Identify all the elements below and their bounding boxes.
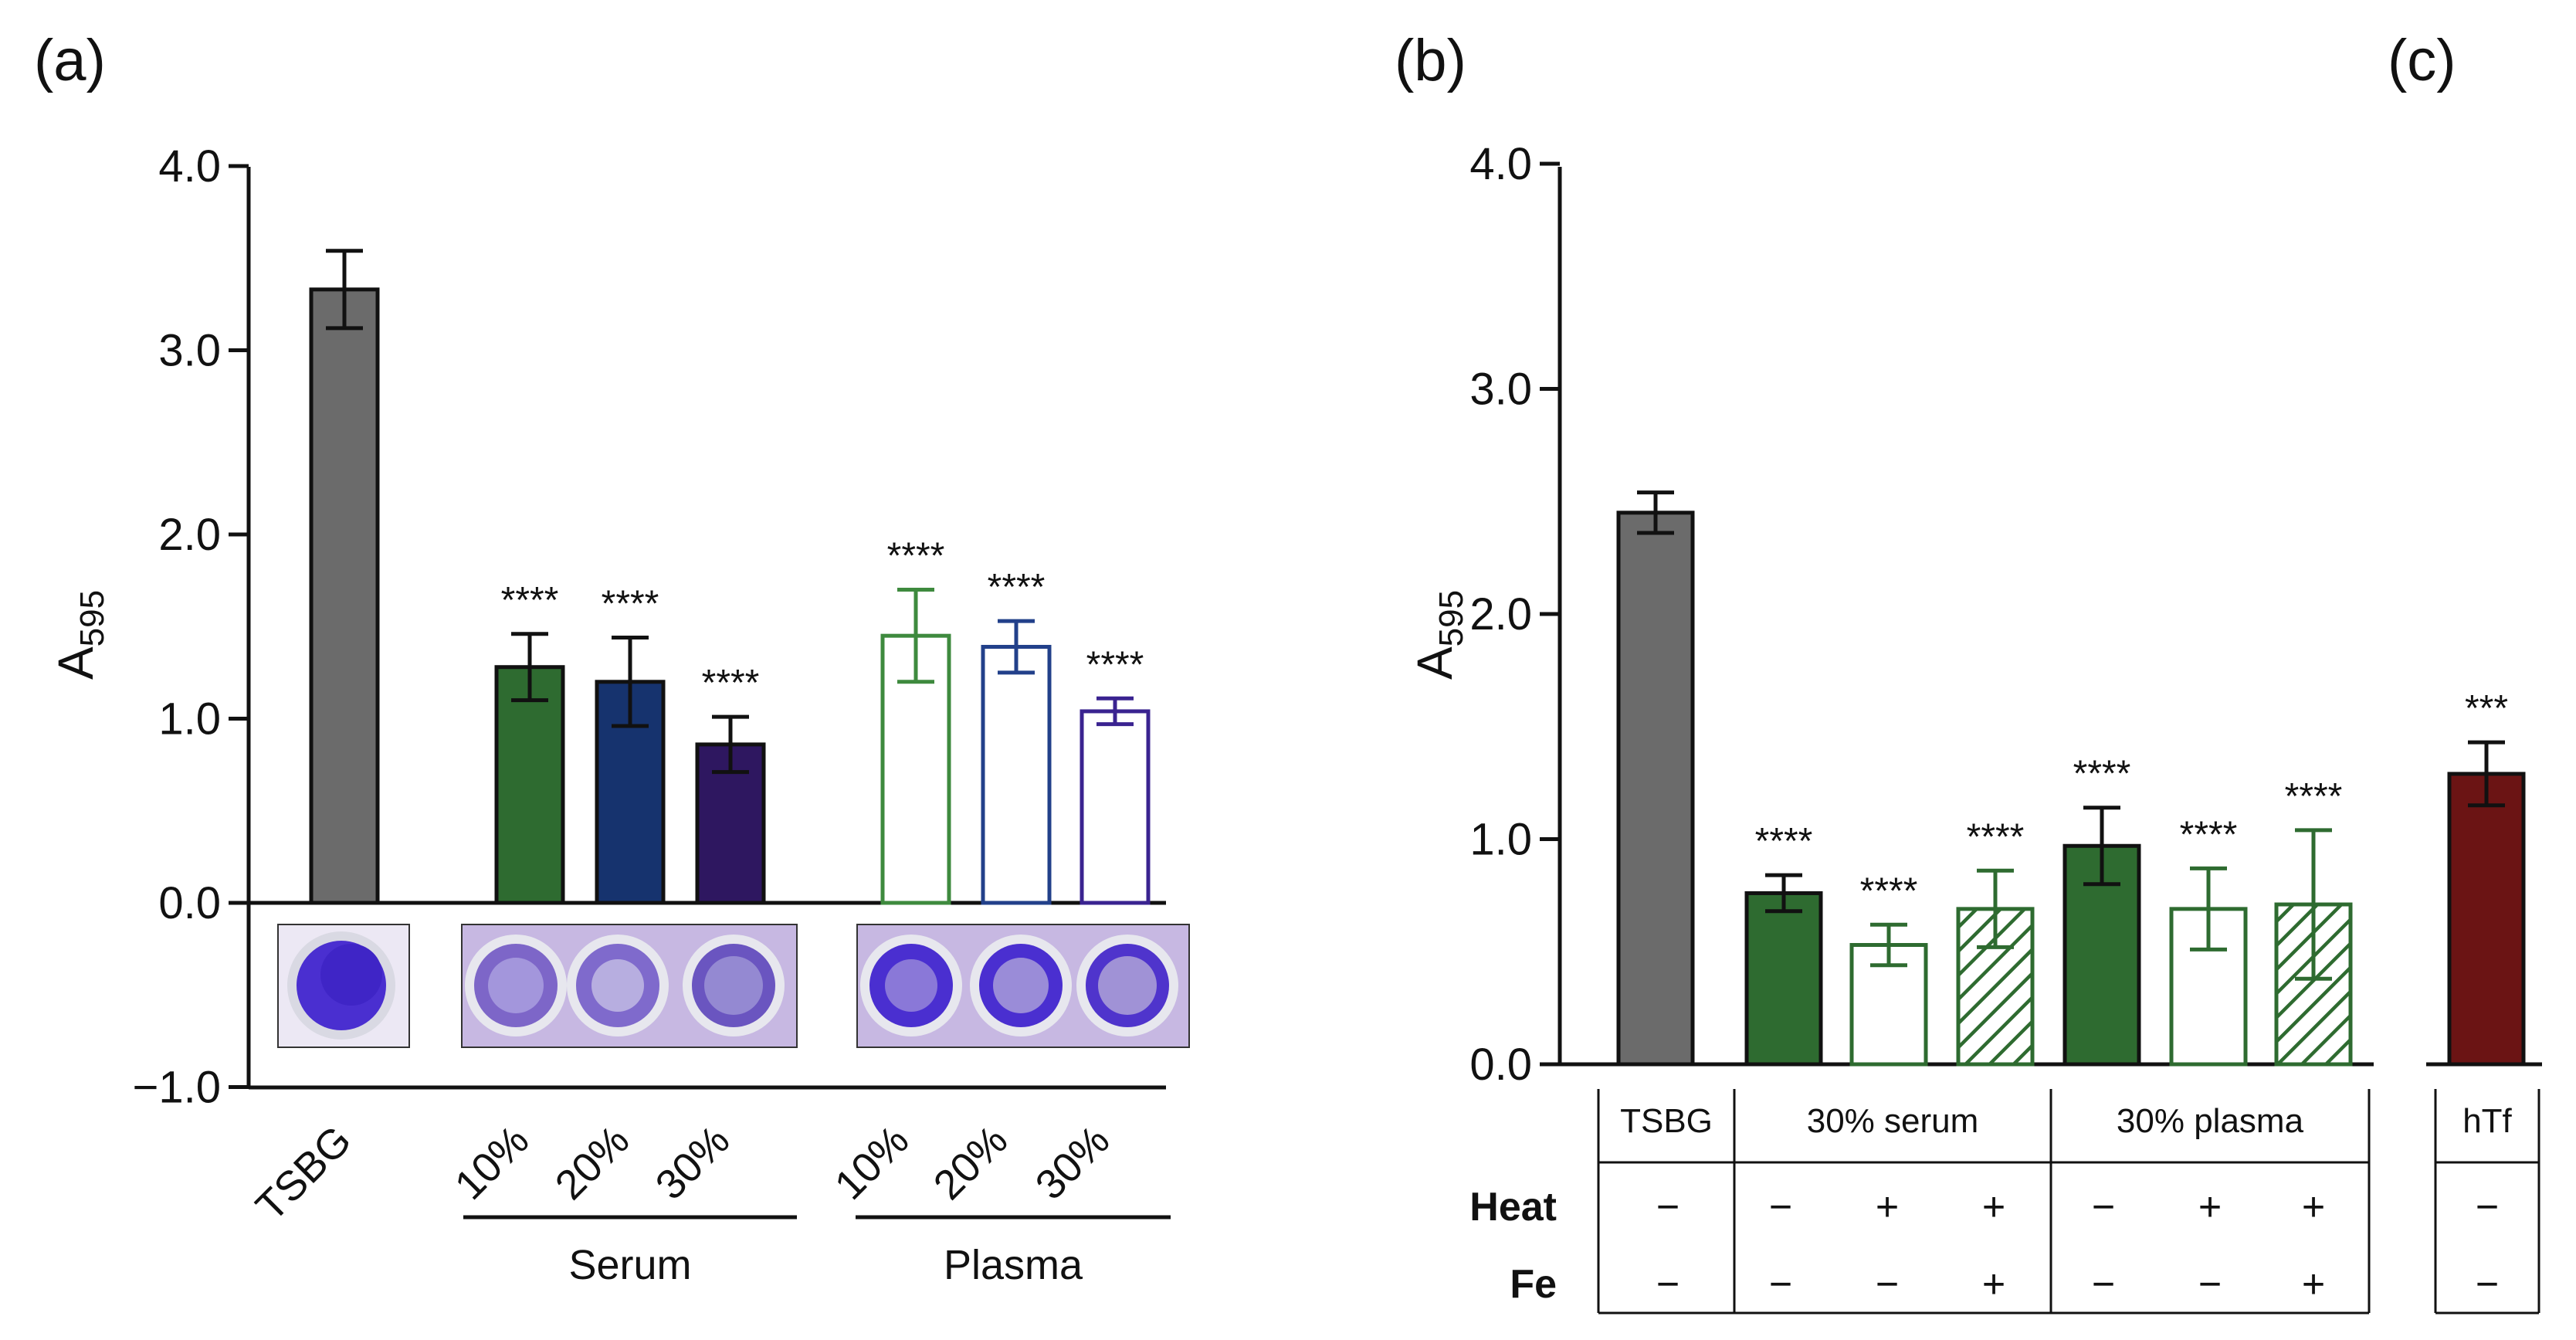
panel-a-error-bar-2 <box>612 636 649 728</box>
panel-b-significance-6: **** <box>2285 776 2343 817</box>
panel-b-error-bar-6 <box>2295 828 2332 981</box>
panel-a-error-bar-1 <box>511 632 548 703</box>
panel-a-bar-0 <box>309 287 380 905</box>
panel-a-significance-2: **** <box>602 584 659 625</box>
fe-mark-4: − <box>2092 1262 2115 1307</box>
tsbg-well-image <box>277 924 410 1048</box>
serum-group-label: Serum <box>568 1242 691 1288</box>
panel-b-error-bar-5 <box>2190 866 2227 952</box>
x-label-plasma-30: 30% <box>1027 1117 1119 1209</box>
heat-mark-1: − <box>1769 1185 1792 1230</box>
htf-table: hTf − − <box>2434 1089 2540 1315</box>
panel-b-bar-0 <box>1616 511 1695 1067</box>
row-label-fe: Fe <box>1510 1262 1557 1307</box>
panel-a-bar-6 <box>1080 709 1151 905</box>
fe-mark-2: − <box>1876 1262 1899 1307</box>
panel-b-significance-1: **** <box>1755 821 1813 862</box>
panel-b-error-bar-1 <box>1765 873 1802 914</box>
condition-table: TSBG 30% serum 30% plasma Heat Fe − − + + − +… <box>1469 1089 2371 1315</box>
panel-b-bar-1 <box>1744 891 1823 1067</box>
panel-b-significance-2: **** <box>1860 870 1918 911</box>
heat-mark-5: + <box>2198 1185 2222 1230</box>
panel-a-bar-1 <box>494 665 565 905</box>
x-label-plasma-10: 10% <box>826 1117 918 1209</box>
panel-b-tick-label-3: 1.0 <box>1469 815 1532 865</box>
panel-b-error-bar-3 <box>1977 868 2014 949</box>
panel-c-label: (c) <box>2388 28 2456 93</box>
heat-mark-6: + <box>2302 1185 2325 1230</box>
heat-mark-2: + <box>1876 1185 1899 1230</box>
plasma-wells-image <box>856 924 1190 1048</box>
panel-a-significance-6: **** <box>1086 644 1144 685</box>
panel-b-error-bar-0 <box>1637 490 1674 535</box>
panel-a-error-bar-3 <box>712 714 749 775</box>
fe-mark-3: + <box>1982 1262 2005 1307</box>
panel-a-tick-label-1: 3.0 <box>158 326 221 376</box>
panel-a-error-bar-5 <box>998 619 1035 675</box>
panel-a-bar-5 <box>981 644 1052 905</box>
x-label-plasma-20: 20% <box>925 1117 1017 1209</box>
heat-mark-0: − <box>1656 1185 1679 1230</box>
panel-a-y-title: A595 <box>48 590 111 680</box>
panel-a-chart: 4.0 3.0 2.0 1.0 0.0 −1.0 **** **** **** **** ****… <box>48 141 1190 1288</box>
panel-a-significance-5: **** <box>988 567 1046 608</box>
panel-a-significance-3: **** <box>702 663 760 704</box>
panel-a-tick-label-2: 2.0 <box>158 510 221 560</box>
panel-c-chart: *** hTf − − <box>2426 688 2542 1315</box>
panel-b-error-bar-2 <box>1870 922 1907 968</box>
panel-b-significance-3: **** <box>1967 816 2025 857</box>
x-label-serum-30: 30% <box>647 1117 739 1209</box>
serum-wells-image <box>461 924 798 1048</box>
fe-mark-1: − <box>1769 1262 1792 1307</box>
panel-b-tick-label-0: 4.0 <box>1469 139 1532 189</box>
panel-a-tick-label-5: −1.0 <box>133 1063 222 1113</box>
panel-b-chart: 4.0 3.0 2.0 1.0 0.0 **** **** **** **** **** ****… <box>1407 139 2374 1315</box>
panel-a-tick-label-4: 0.0 <box>158 878 221 928</box>
heat-mark-4: − <box>2092 1185 2115 1230</box>
panel-a-error-bar-6 <box>1096 696 1134 727</box>
table-header-tsbg: TSBG <box>1620 1102 1713 1140</box>
panel-b-error-bar-4 <box>2083 806 2120 887</box>
panel-a-significance-1: **** <box>501 580 559 621</box>
panel-a-tick-label-3: 1.0 <box>158 694 221 745</box>
table-header-serum: 30% serum <box>1807 1102 1979 1140</box>
htf-heat-mark: − <box>2476 1185 2499 1230</box>
htf-fe-mark: − <box>2476 1262 2499 1307</box>
x-label-serum-10: 10% <box>446 1117 538 1209</box>
panel-b-tick-label-2: 2.0 <box>1469 589 1532 639</box>
panel-b-significance-5: **** <box>2180 814 2238 855</box>
table-header-htf: hTf <box>2462 1102 2512 1140</box>
panel-c-error-bar-0 <box>2468 740 2505 808</box>
panel-a-label: (a) <box>34 28 106 93</box>
panel-c-significance-0: *** <box>2465 688 2508 729</box>
panel-a-tick-label-0: 4.0 <box>158 141 221 192</box>
panel-a-error-bar-4 <box>897 588 934 684</box>
table-header-plasma: 30% plasma <box>2117 1102 2304 1140</box>
fe-mark-5: − <box>2198 1262 2222 1307</box>
panel-a-significance-4: **** <box>887 536 945 577</box>
x-label-tsbg: TSBG <box>247 1117 360 1230</box>
panel-b-label: (b) <box>1395 28 1466 93</box>
panel-c-bar-0 <box>2447 772 2526 1067</box>
panel-b-y-title: A595 <box>1407 590 1470 680</box>
panel-b-tick-label-1: 3.0 <box>1469 365 1532 415</box>
panel-a-error-bar-0 <box>326 249 363 331</box>
panel-b-significance-4: **** <box>2073 754 2131 795</box>
plasma-group-label: Plasma <box>944 1242 1083 1288</box>
x-label-serum-20: 20% <box>547 1117 639 1209</box>
heat-mark-3: + <box>1982 1185 2005 1230</box>
fe-mark-0: − <box>1656 1262 1679 1307</box>
row-label-heat: Heat <box>1469 1185 1557 1230</box>
panel-b-tick-label-4: 0.0 <box>1469 1040 1532 1090</box>
fe-mark-6: + <box>2302 1262 2325 1307</box>
